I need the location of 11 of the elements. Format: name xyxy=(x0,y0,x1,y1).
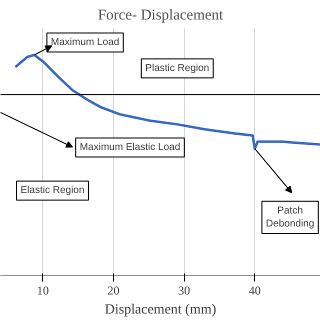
annotation: Maximum Elastic Load xyxy=(80,142,180,153)
x-tick-label: 40 xyxy=(248,284,261,298)
annotation: Elastic Region xyxy=(20,185,84,196)
x-tick-label: 30 xyxy=(178,284,190,298)
annotation: Maximum Load xyxy=(50,36,120,48)
x-axis-title: Displacement (mm) xyxy=(104,302,217,318)
x-tick-label: 10 xyxy=(36,284,49,298)
chart-title: Force- Displacement xyxy=(98,8,224,24)
annotation: Plastic Region xyxy=(145,62,210,74)
x-tick-label: 20 xyxy=(108,284,120,298)
annotation: Patch Debonding xyxy=(266,205,314,230)
